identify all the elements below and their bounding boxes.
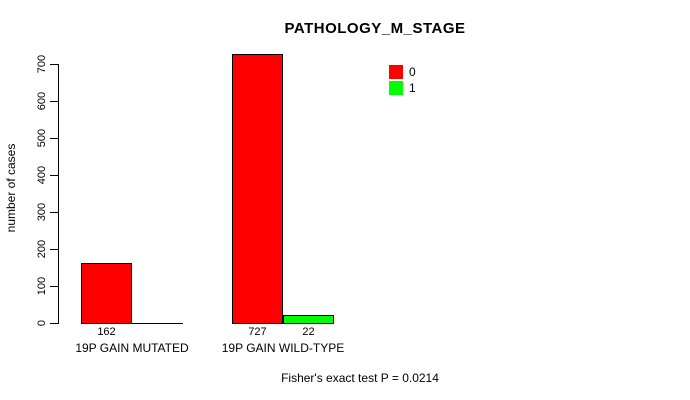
y-tick: [50, 286, 58, 287]
y-tick-label: 300: [36, 202, 48, 222]
bar-value-label: 22: [302, 326, 315, 338]
fisher-test-annotation: Fisher's exact test P = 0.0214: [281, 371, 439, 385]
legend-label: 0: [409, 65, 416, 79]
group-baseline: [81, 323, 183, 324]
bar-value-label: 162: [97, 326, 116, 338]
x-category-label: 19P GAIN MUTATED: [75, 341, 189, 355]
y-tick: [50, 138, 58, 139]
y-tick-label: 200: [36, 239, 48, 259]
bar-series-0: [81, 263, 132, 324]
y-axis-line: [58, 64, 59, 324]
legend-label: 1: [409, 81, 416, 95]
chart-title: PATHOLOGY_M_STAGE: [284, 20, 466, 37]
y-tick-label: 700: [36, 54, 48, 74]
legend-entry: 1: [389, 80, 416, 96]
bar-series-1: [283, 315, 334, 324]
y-tick: [50, 323, 58, 324]
y-tick: [50, 64, 58, 65]
y-tick: [50, 249, 58, 250]
y-tick-label: 0: [36, 319, 48, 327]
y-tick: [50, 175, 58, 176]
y-tick-label: 600: [36, 91, 48, 111]
y-tick-label: 400: [36, 165, 48, 185]
bar-value-label: 727: [248, 326, 267, 338]
y-tick: [50, 212, 58, 213]
y-tick: [50, 101, 58, 102]
bar-series-0: [232, 54, 283, 324]
x-category-label: 19P GAIN WILD-TYPE: [221, 341, 345, 355]
legend-entry: 0: [389, 64, 416, 80]
y-tick-label: 100: [36, 276, 48, 296]
y-axis-label: number of cases: [4, 143, 18, 233]
y-tick-label: 500: [36, 128, 48, 148]
legend-swatch-0: [389, 65, 403, 79]
legend-swatch-1: [389, 81, 403, 95]
